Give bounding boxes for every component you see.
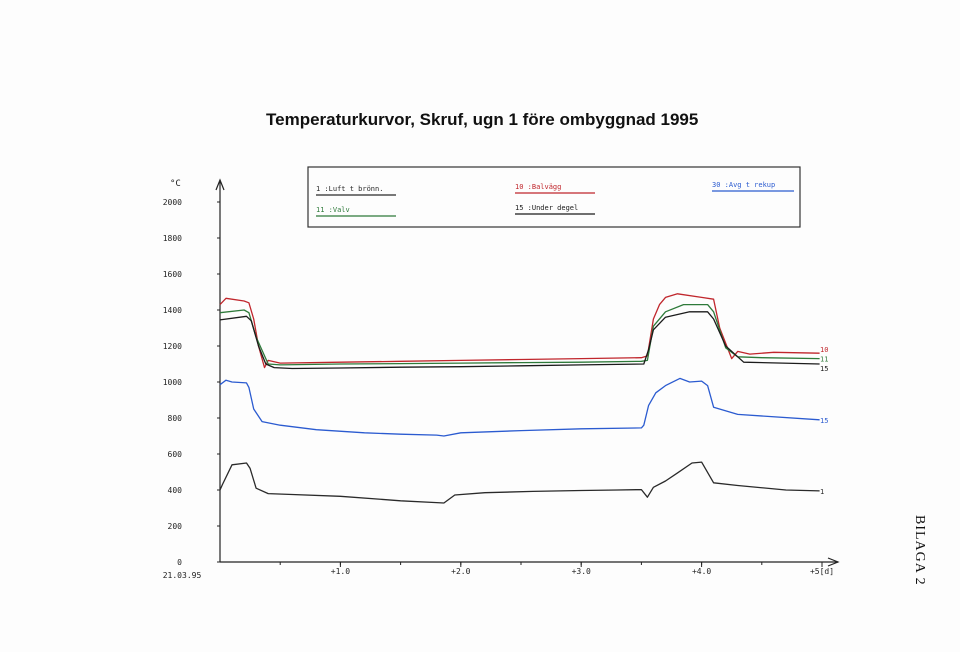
- y-tick-label: 0: [177, 558, 182, 567]
- series-lines: [219, 293, 820, 504]
- legend: 1 :Luft t brönn. 10 :Balvägg 30 :Avg t rek…: [307, 166, 801, 228]
- series-line: [219, 293, 820, 369]
- legend-entry-label: 30 :Avg t rekup: [712, 181, 775, 189]
- series-line: [219, 377, 820, 437]
- y-axis-arrow: [215, 178, 225, 191]
- y-tick-label: 2000: [163, 198, 182, 207]
- y-tick-label: 200: [168, 522, 183, 531]
- x-tick-label: +4.0: [692, 567, 711, 576]
- y-tick-label: 1400: [163, 306, 182, 315]
- legend-entry-label: 15 :Under degel: [515, 204, 578, 212]
- y-tick-label: 1000: [163, 378, 182, 387]
- side-label: BILAGA 2: [912, 515, 927, 586]
- series-end-label: 15: [820, 365, 828, 373]
- y-axis-label: °C: [170, 179, 181, 189]
- series-end-label: 15: [820, 417, 828, 425]
- series-end-label: 11: [820, 356, 828, 364]
- y-tick-label: 400: [168, 486, 183, 495]
- x-tick-label: +2.0: [451, 567, 470, 576]
- legend-box: [307, 166, 801, 228]
- series-line: [219, 311, 820, 370]
- series-end-label: 10: [820, 346, 828, 354]
- y-tick-label: 1800: [163, 234, 182, 243]
- legend-entry-label: 10 :Balvägg: [515, 183, 561, 191]
- x-axis-arrow: [827, 557, 840, 567]
- series-line: [219, 461, 820, 504]
- x-tick-label: +3.0: [572, 567, 591, 576]
- y-tick-label: 1200: [163, 342, 182, 351]
- series-line: [219, 303, 820, 366]
- x-tick-label: +1.0: [331, 567, 350, 576]
- series-end-label: 1: [820, 488, 824, 496]
- y-tick-label: 600: [168, 450, 183, 459]
- y-tick-label: 800: [168, 414, 183, 423]
- x-start-date-label: 21.03.95: [163, 571, 202, 580]
- x-tick-label: +5[d]: [810, 567, 834, 576]
- chart-title: Temperaturkurvor, Skruf, ugn 1 före omby…: [266, 110, 699, 129]
- legend-entry-label: 1 :Luft t brönn.: [316, 185, 383, 193]
- tick-labels: °C 0 200 400 600 800 1000 1200 1400 1600 1800 2000 +…: [163, 179, 834, 580]
- legend-entry-label: 11 :Valv: [316, 206, 350, 214]
- y-tick-label: 1600: [163, 270, 182, 279]
- axes: [215, 178, 840, 567]
